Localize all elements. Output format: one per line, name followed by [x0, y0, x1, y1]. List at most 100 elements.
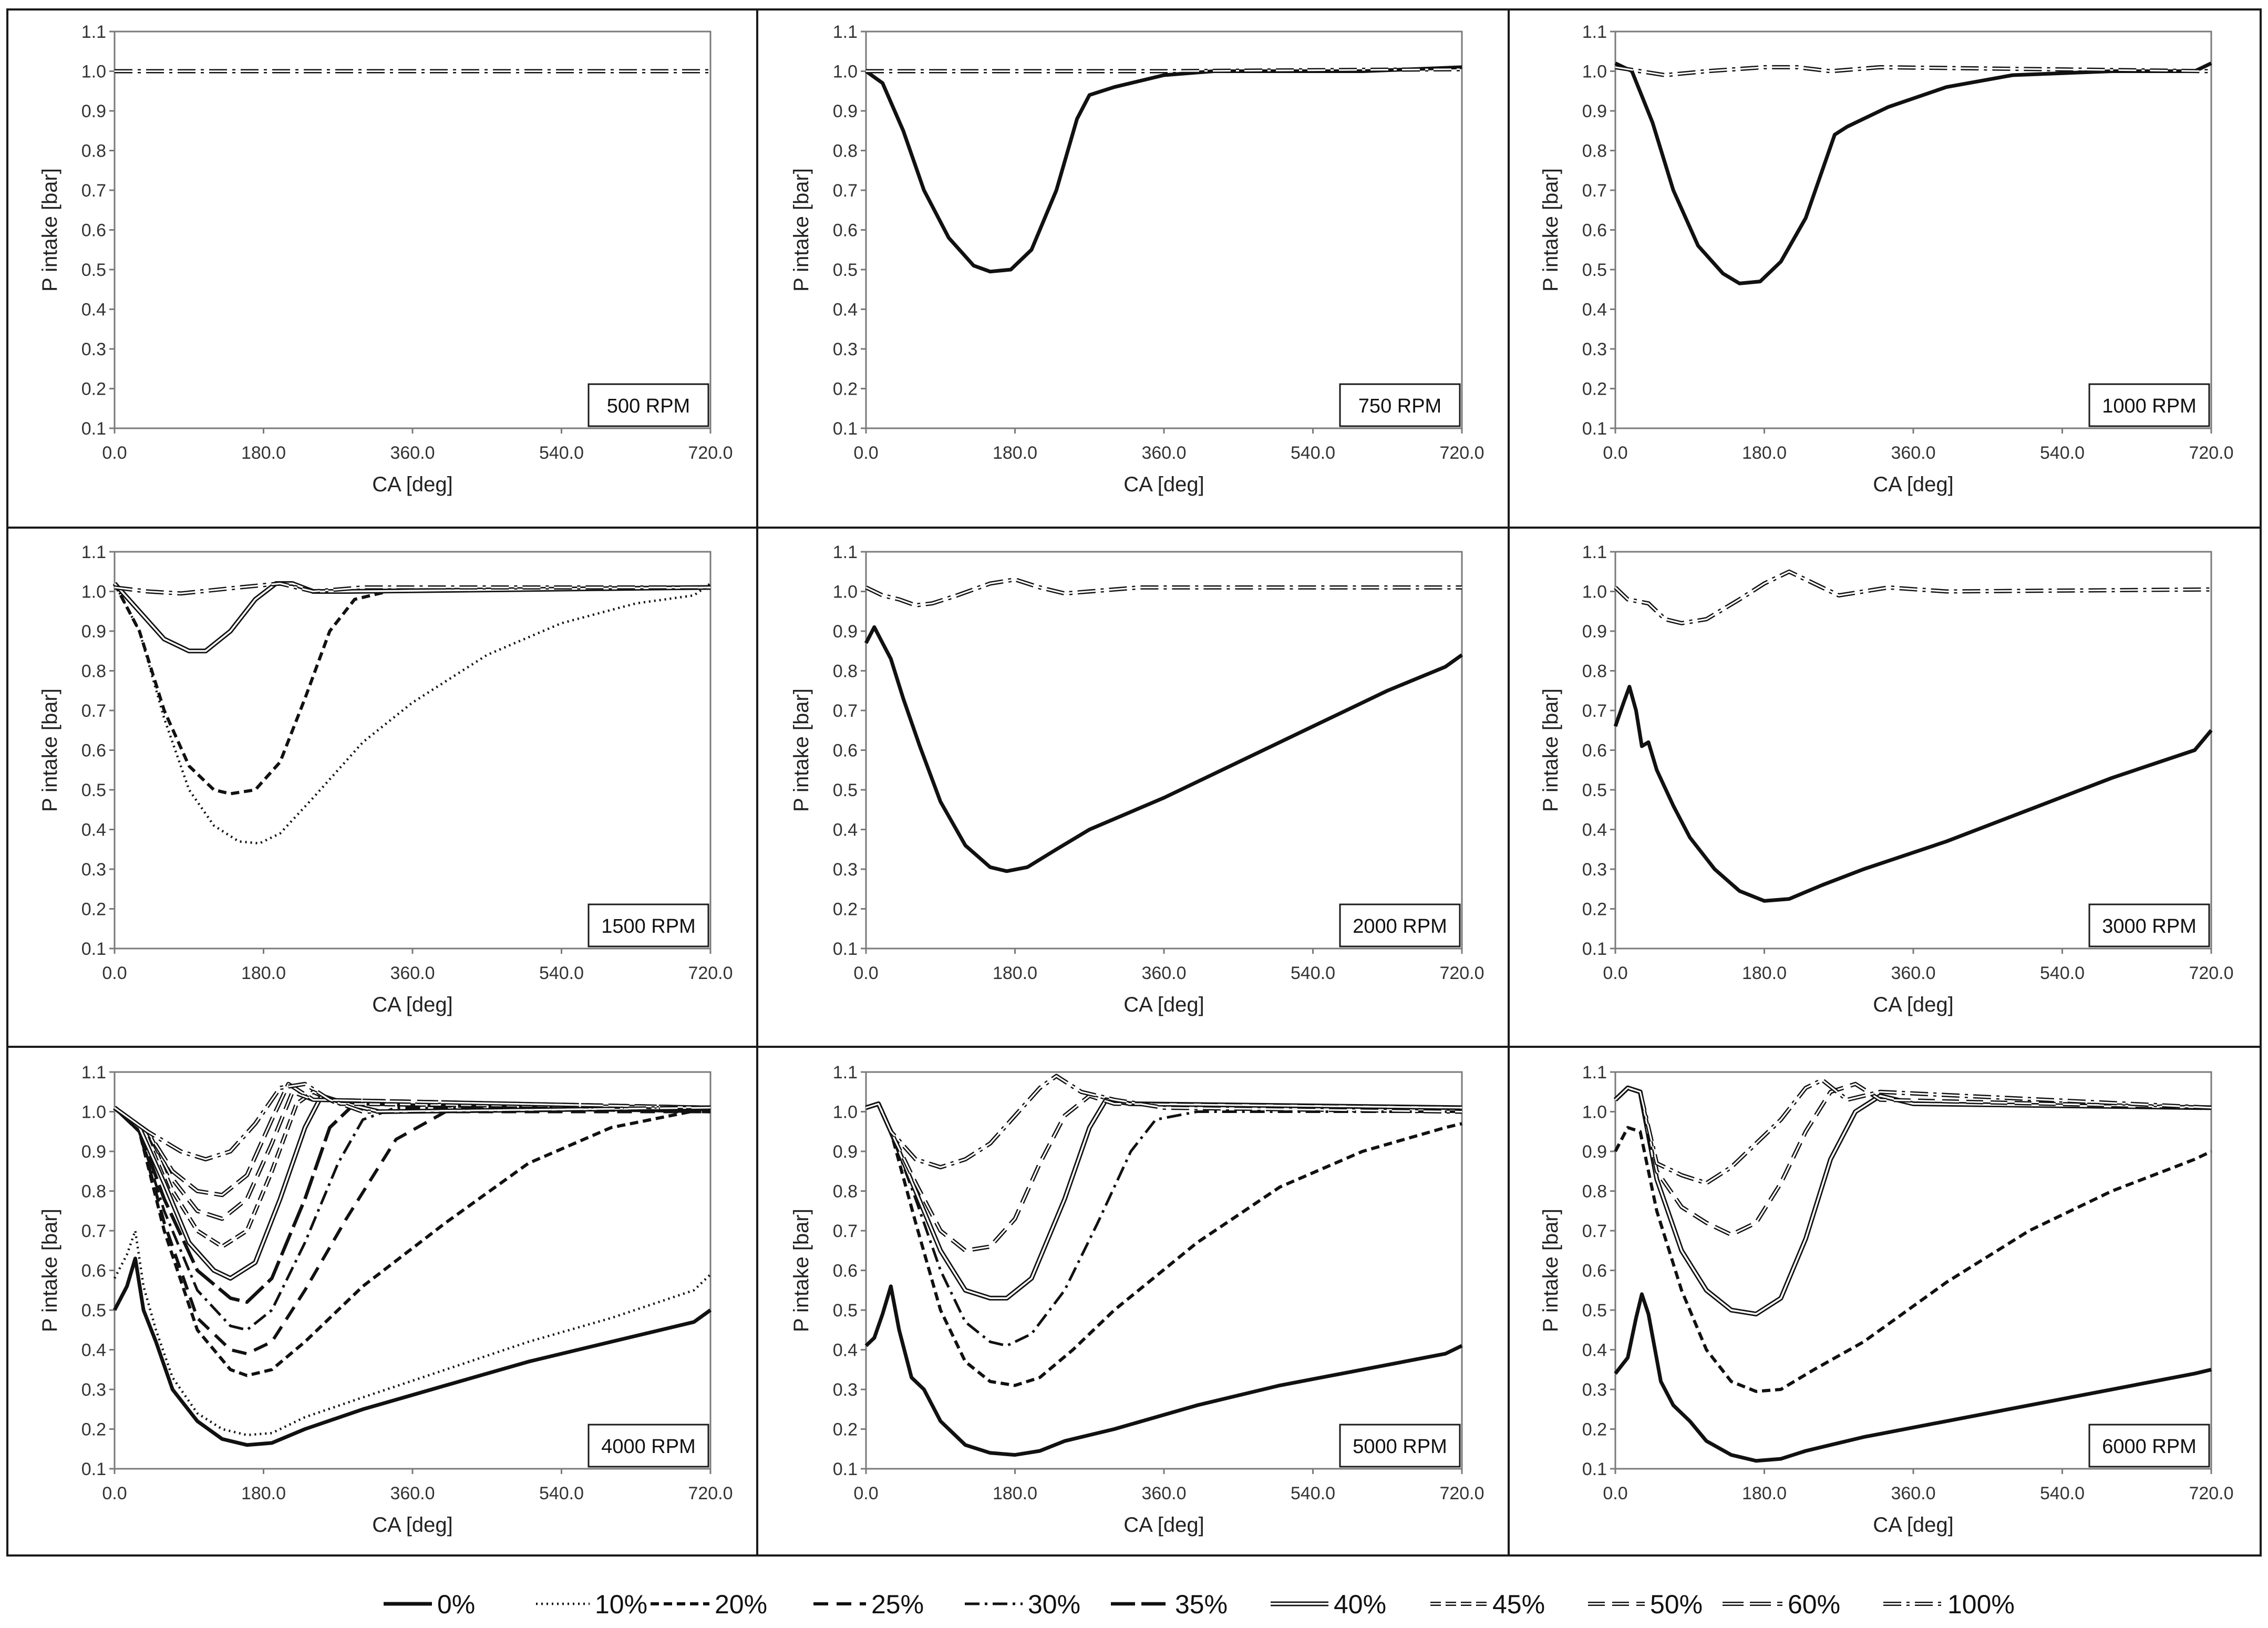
series-path-inner-100 — [114, 1083, 711, 1160]
y-tick-label: 0.8 — [1582, 141, 1607, 161]
rpm-label: 2000 RPM — [1353, 915, 1447, 937]
legend-label-10: 10% — [595, 1590, 647, 1619]
series-path-0 — [112, 1256, 712, 1447]
x-tick-label: 360.0 — [1891, 963, 1935, 983]
rpm-label-box — [2088, 903, 2210, 947]
y-tick-label: 0.5 — [81, 1301, 106, 1321]
x-axis-label: CA [deg] — [372, 473, 452, 496]
x-tick-label: 720.0 — [688, 963, 733, 983]
x-tick-label: 360.0 — [1141, 1483, 1186, 1503]
y-tick-label: 1.0 — [1582, 1102, 1607, 1122]
rpm-label: 1000 RPM — [2102, 395, 2197, 417]
legend-label-60: 60% — [1788, 1590, 1840, 1619]
series-line-25 — [113, 1106, 710, 1356]
series-line-100 — [114, 581, 710, 596]
rpm-label-box — [1339, 1424, 1461, 1468]
series-path-30 — [114, 1106, 711, 1332]
y-tick-label: 1.0 — [833, 62, 858, 82]
x-tick-label: 0.0 — [853, 1483, 878, 1503]
x-tick-label: 540.0 — [2040, 1483, 2085, 1503]
x-tick-label: 360.0 — [390, 963, 435, 983]
series-path-0 — [1613, 685, 2213, 903]
y-tick-label: 0.4 — [1582, 300, 1607, 320]
y-tick-label: 0.9 — [1582, 622, 1607, 642]
series-line-100 — [113, 1081, 711, 1162]
y-tick-label: 0.1 — [1582, 1459, 1607, 1479]
series-line-0 — [864, 65, 1462, 274]
y-tick-label: 0.1 — [81, 1459, 106, 1479]
y-axis-label: P intake [bar] — [38, 688, 61, 812]
legend-item-40: 40% — [1271, 1590, 1386, 1619]
y-tick-label: 0.7 — [833, 1221, 858, 1241]
x-tick-label: 0.0 — [853, 963, 878, 983]
x-tick-label: 540.0 — [539, 963, 584, 983]
y-tick-label: 0.9 — [81, 622, 106, 642]
series-line-20 — [1614, 1126, 2212, 1393]
plot-area — [865, 551, 1463, 950]
rpm-label-box — [587, 903, 709, 947]
y-tick-label: 0.3 — [1582, 860, 1607, 880]
y-tick-label: 1.1 — [833, 1063, 858, 1083]
x-tick-label: 540.0 — [1291, 963, 1335, 983]
y-tick-label: 0.6 — [1582, 221, 1607, 241]
x-axis-label: CA [deg] — [1123, 473, 1204, 496]
x-axis-label: CA [deg] — [372, 1513, 452, 1537]
y-tick-label: 0.2 — [1582, 379, 1607, 399]
legend-item-35: 35% — [1111, 1590, 1228, 1619]
x-tick-label: 0.0 — [102, 1483, 127, 1503]
y-axis-label: P intake [bar] — [790, 1209, 813, 1332]
series-line-20 — [865, 1102, 1462, 1387]
series-line-60 — [113, 1081, 711, 1198]
legend-label-20: 20% — [715, 1590, 767, 1619]
x-tick-label: 720.0 — [1439, 1483, 1484, 1503]
plot-area — [1614, 30, 2212, 429]
y-tick-label: 0.1 — [833, 419, 858, 439]
series-path-20 — [865, 1102, 1462, 1387]
y-tick-label: 0.7 — [833, 181, 858, 201]
y-tick-label: 0.7 — [81, 181, 106, 201]
y-tick-label: 0.8 — [81, 662, 106, 682]
x-tick-label: 540.0 — [1291, 1483, 1335, 1503]
rpm-label-box — [587, 1424, 709, 1468]
x-tick-label: 180.0 — [993, 963, 1037, 983]
y-tick-label: 1.1 — [81, 22, 106, 42]
x-tick-label: 180.0 — [993, 443, 1037, 463]
y-tick-label: 0.5 — [1582, 780, 1607, 800]
y-tick-label: 0.2 — [1582, 1420, 1607, 1440]
y-tick-label: 0.2 — [833, 379, 858, 399]
x-tick-label: 360.0 — [1141, 443, 1186, 463]
series-path-20 — [113, 583, 711, 796]
x-tick-label: 540.0 — [539, 443, 584, 463]
y-tick-label: 0.5 — [833, 780, 858, 800]
series-line-45 — [113, 1089, 711, 1249]
y-tick-label: 0.2 — [833, 900, 858, 920]
x-tick-label: 360.0 — [390, 1483, 435, 1503]
x-tick-label: 540.0 — [539, 1483, 584, 1503]
x-tick-label: 540.0 — [1291, 443, 1335, 463]
series-path-inner-100 — [114, 582, 710, 594]
series-line-35 — [113, 1102, 711, 1304]
y-tick-label: 1.0 — [833, 582, 858, 602]
plot-area — [114, 551, 712, 950]
x-axis-label: CA [deg] — [1873, 1513, 1953, 1537]
y-tick-label: 0.7 — [1582, 181, 1607, 201]
legend-label-30: 30% — [1028, 1590, 1080, 1619]
y-tick-label: 0.2 — [1582, 900, 1607, 920]
y-axis-label: P intake [bar] — [38, 1209, 61, 1332]
y-tick-label: 0.5 — [833, 260, 858, 280]
y-tick-label: 0.9 — [833, 101, 858, 121]
chart-panel-8: 0.1 0.2 0.3 0.4 0.5 0.6 0.7 0.8 0.9 1.0 1.1 0.0 180.… — [790, 1063, 1484, 1537]
plot-area — [1614, 551, 2212, 950]
chart-panel-5: 0.1 0.2 0.3 0.4 0.5 0.6 0.7 0.8 0.9 1.0 1.1 0.0 180.… — [790, 542, 1484, 1016]
y-axis-label: P intake [bar] — [790, 688, 813, 812]
y-tick-label: 0.6 — [833, 221, 858, 241]
series-line-0 — [1613, 685, 2213, 903]
series-path-inner-100 — [1615, 66, 2212, 76]
plot-area — [1614, 1071, 2212, 1470]
y-tick-label: 0.7 — [1582, 701, 1607, 721]
x-tick-label: 720.0 — [1439, 963, 1484, 983]
y-tick-label: 0.2 — [833, 1420, 858, 1440]
x-tick-label: 540.0 — [2040, 963, 2085, 983]
y-tick-label: 0.7 — [1582, 1221, 1607, 1241]
